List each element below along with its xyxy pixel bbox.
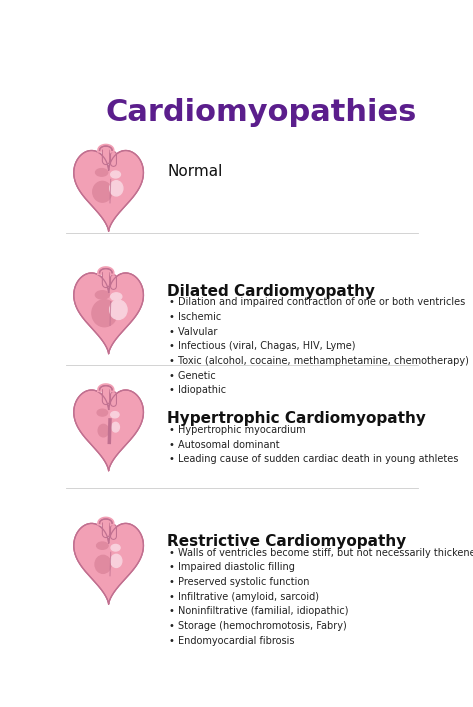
Ellipse shape: [110, 181, 123, 196]
Text: • Infectious (viral, Chagas, HIV, Lyme): • Infectious (viral, Chagas, HIV, Lyme): [169, 341, 356, 351]
Ellipse shape: [112, 422, 119, 432]
Text: Dilated Cardiomyopathy: Dilated Cardiomyopathy: [167, 284, 375, 298]
Ellipse shape: [110, 300, 127, 320]
Text: • Infiltrative (amyloid, sarcoid): • Infiltrative (amyloid, sarcoid): [169, 592, 319, 602]
Polygon shape: [74, 523, 143, 604]
Polygon shape: [74, 390, 143, 471]
Text: • Endomyocardial fibrosis: • Endomyocardial fibrosis: [169, 636, 295, 645]
Polygon shape: [74, 273, 143, 354]
Text: • Preserved systolic function: • Preserved systolic function: [169, 577, 310, 587]
Ellipse shape: [96, 291, 109, 299]
Text: • Impaired diastolic filling: • Impaired diastolic filling: [169, 562, 295, 572]
Ellipse shape: [96, 168, 108, 176]
Text: • Noninfiltrative (familial, idiopathic): • Noninfiltrative (familial, idiopathic): [169, 607, 349, 617]
Text: • Dilation and impaired contraction of one or both ventricles: • Dilation and impaired contraction of o…: [169, 297, 465, 307]
Ellipse shape: [96, 542, 108, 549]
Ellipse shape: [97, 409, 107, 416]
Ellipse shape: [111, 411, 119, 418]
Ellipse shape: [95, 555, 111, 573]
Ellipse shape: [111, 554, 122, 568]
Text: • Idiopathic: • Idiopathic: [169, 385, 226, 395]
Text: • Ischemic: • Ischemic: [169, 312, 221, 322]
Ellipse shape: [93, 182, 112, 202]
Text: • Autosomal dominant: • Autosomal dominant: [169, 440, 280, 450]
Ellipse shape: [98, 424, 109, 437]
Ellipse shape: [92, 300, 117, 327]
Text: • Genetic: • Genetic: [169, 370, 216, 380]
Text: • Hypertrophic myocardium: • Hypertrophic myocardium: [169, 425, 306, 435]
Text: Restrictive Cardiomyopathy: Restrictive Cardiomyopathy: [167, 534, 406, 549]
Ellipse shape: [111, 544, 120, 551]
Ellipse shape: [111, 293, 122, 300]
Ellipse shape: [111, 171, 121, 178]
Polygon shape: [74, 151, 143, 231]
Text: Normal: Normal: [167, 164, 223, 179]
Text: Hypertrophic Cardiomyopathy: Hypertrophic Cardiomyopathy: [167, 411, 426, 426]
Text: • Valvular: • Valvular: [169, 327, 218, 337]
Text: • Toxic (alcohol, cocaine, methamphetamine, chemotherapy): • Toxic (alcohol, cocaine, methamphetami…: [169, 356, 469, 366]
Text: • Storage (hemochromotosis, Fabry): • Storage (hemochromotosis, Fabry): [169, 621, 347, 631]
Text: Cardiomyopathies: Cardiomyopathies: [105, 98, 416, 127]
Text: • Leading cause of sudden cardiac death in young athletes: • Leading cause of sudden cardiac death …: [169, 455, 458, 464]
Text: • Walls of ventricles become stiff, but not necessarily thickened: • Walls of ventricles become stiff, but …: [169, 547, 473, 558]
